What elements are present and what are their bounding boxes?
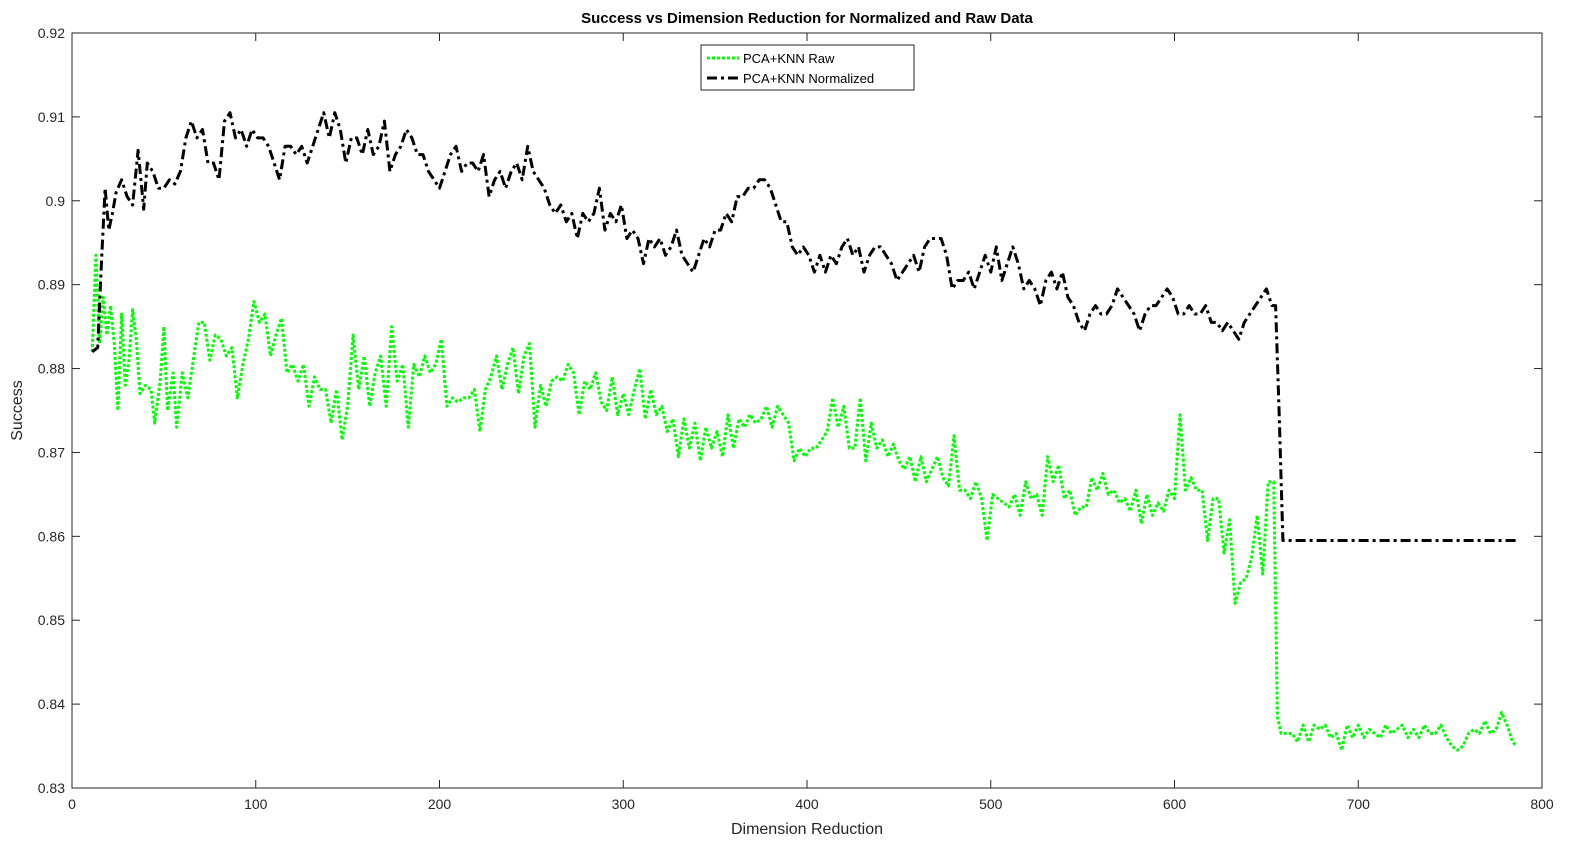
y-tick-label: 0.85 [38,612,65,628]
legend: PCA+KNN Raw PCA+KNN Normalized [700,44,915,91]
x-tick-label: 100 [244,796,268,812]
plot-area: 0 100 200 300 400 500 600 700 800 0.830.840.850.… [38,25,1554,812]
x-axis-ticks: 0 100 200 300 400 500 600 700 800 [68,33,1554,812]
x-tick-label: 400 [795,796,819,812]
x-axis-label: Dimension Reduction [731,821,883,838]
y-tick-label: 0.86 [38,528,65,544]
y-tick-label: 0.84 [38,696,65,712]
legend-label-raw: PCA+KNN Raw [743,51,835,66]
y-axis-label: Success [9,380,26,440]
series-line-normalized [91,111,1517,542]
legend-box [700,44,915,91]
x-tick-label: 700 [1347,796,1371,812]
x-tick-label: 0 [68,796,76,812]
x-tick-label: 200 [428,796,452,812]
y-tick-label: 0.9 [46,193,66,209]
x-tick-label: 600 [1163,796,1187,812]
series-line-raw [90,253,1518,752]
y-tick-label: 0.89 [38,277,65,293]
y-tick-label: 0.88 [38,361,65,377]
series-layer [90,111,1518,752]
axes-box [71,32,1543,789]
x-tick-label: 300 [612,796,636,812]
y-axis-ticks: 0.83 0.84 0.85 0.86 0.87 0.88 0.89 0.9 0.91 0.92 [38,25,1542,796]
y-tick-label: 0.87 [38,444,65,460]
y-tick-label: 0.92 [38,25,65,41]
x-tick-label: 800 [1530,796,1554,812]
legend-label-normalized: PCA+KNN Normalized [743,71,874,86]
chart-title: Success vs Dimension Reduction for Norma… [581,10,1033,27]
x-tick-label: 500 [979,796,1003,812]
y-tick-label: 0.83 [38,780,65,796]
y-tick-label: 0.91 [38,109,65,125]
